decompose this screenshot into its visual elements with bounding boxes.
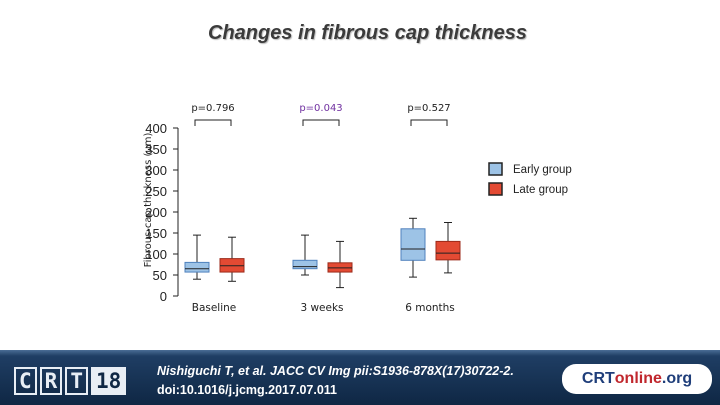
y-tick-label: 50 bbox=[153, 268, 167, 283]
legend-swatch bbox=[488, 182, 503, 196]
crt-online-logo: CRT online .org bbox=[562, 364, 712, 394]
y-tick-label: 150 bbox=[145, 226, 167, 241]
logo-letter-t: T bbox=[65, 367, 88, 395]
p-value-bracket bbox=[410, 119, 448, 126]
crt18-logo: C R T 18 bbox=[14, 367, 127, 395]
y-tick-label: 250 bbox=[145, 184, 167, 199]
x-category-label: Baseline bbox=[192, 302, 237, 314]
box-iqr bbox=[400, 228, 426, 261]
box-iqr bbox=[435, 240, 461, 261]
citation: Nishiguchi T, et al. JACC CV Img pii:S19… bbox=[157, 362, 577, 400]
y-axis-label: Fibrous-cap thickness (μm) bbox=[143, 133, 154, 268]
x-category-label: 6 months bbox=[405, 302, 455, 314]
footer-banner: C R T 18 Nishiguchi T, et al. JACC CV Im… bbox=[0, 350, 720, 405]
legend-swatch bbox=[488, 162, 503, 176]
y-tick-label: 400 bbox=[145, 121, 167, 136]
y-tick-label: 350 bbox=[145, 142, 167, 157]
p-value-label: p=0.043 bbox=[299, 103, 342, 114]
logo-number: 18 bbox=[90, 367, 127, 395]
citation-line-1: Nishiguchi T, et al. JACC CV Img pii:S19… bbox=[157, 364, 514, 378]
brand-org: .org bbox=[661, 370, 693, 387]
box-iqr bbox=[184, 261, 210, 273]
p-value-bracket bbox=[194, 119, 232, 126]
p-value-label: p=0.796 bbox=[191, 103, 234, 114]
box-plot-chart: 400 350 300 250 200 150 100 50 0 Fibrous-cap thic… bbox=[143, 103, 572, 314]
p-value-label: p=0.527 bbox=[407, 103, 450, 114]
y-tick-label: 200 bbox=[145, 205, 167, 220]
brand-online: online bbox=[614, 370, 662, 387]
y-tick-label: 0 bbox=[160, 289, 167, 304]
brand-crt: CRT bbox=[581, 370, 615, 387]
legend-label: Early group bbox=[513, 164, 572, 176]
p-value-bracket bbox=[302, 119, 340, 126]
logo-letter-r: R bbox=[39, 367, 63, 395]
legend-label: Late group bbox=[513, 184, 568, 196]
slide-title: Changes in fibrous cap thickness bbox=[208, 22, 527, 44]
box-iqr bbox=[292, 259, 318, 270]
citation-line-2: doi:10.1016/j.jcmg.2017.07.011 bbox=[157, 383, 337, 397]
logo-letter-c: C bbox=[14, 367, 37, 395]
y-tick-label: 100 bbox=[145, 247, 167, 262]
x-category-label: 3 weeks bbox=[300, 302, 343, 314]
y-tick-label: 300 bbox=[145, 163, 167, 178]
